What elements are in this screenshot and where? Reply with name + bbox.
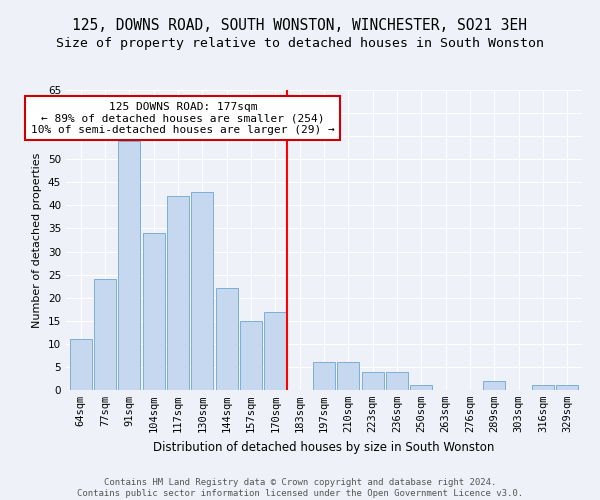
Bar	[386, 372, 408, 390]
Bar	[265, 312, 286, 390]
Bar	[313, 362, 335, 390]
Bar	[410, 386, 433, 390]
Text: Contains HM Land Registry data © Crown copyright and database right 2024.
Contai: Contains HM Land Registry data © Crown c…	[77, 478, 523, 498]
Text: Size of property relative to detached houses in South Wonston: Size of property relative to detached ho…	[56, 38, 544, 51]
Bar	[362, 372, 383, 390]
Bar	[118, 141, 140, 390]
Bar	[556, 386, 578, 390]
Bar	[337, 362, 359, 390]
Bar	[532, 386, 554, 390]
Y-axis label: Number of detached properties: Number of detached properties	[32, 152, 43, 328]
Bar	[143, 233, 164, 390]
Bar	[240, 321, 262, 390]
Text: 125, DOWNS ROAD, SOUTH WONSTON, WINCHESTER, SO21 3EH: 125, DOWNS ROAD, SOUTH WONSTON, WINCHEST…	[73, 18, 527, 32]
Bar	[191, 192, 213, 390]
X-axis label: Distribution of detached houses by size in South Wonston: Distribution of detached houses by size …	[154, 440, 494, 454]
Text: 125 DOWNS ROAD: 177sqm
← 89% of detached houses are smaller (254)
10% of semi-de: 125 DOWNS ROAD: 177sqm ← 89% of detached…	[31, 102, 335, 134]
Bar	[167, 196, 189, 390]
Bar	[94, 279, 116, 390]
Bar	[484, 381, 505, 390]
Bar	[70, 339, 92, 390]
Bar	[215, 288, 238, 390]
